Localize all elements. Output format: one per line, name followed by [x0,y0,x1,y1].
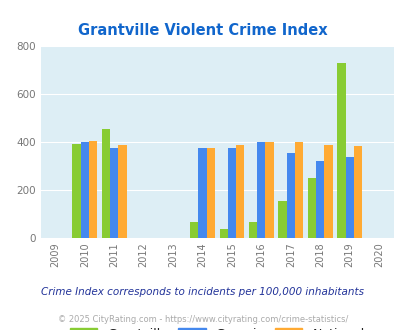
Bar [345,157,353,238]
Text: Crime Index corresponds to incidents per 100,000 inhabitants: Crime Index corresponds to incidents per… [41,287,364,297]
Legend: Grantville, Georgia, National: Grantville, Georgia, National [66,324,368,330]
Bar [219,229,227,238]
Bar [110,148,118,238]
Bar [206,148,214,238]
Text: © 2025 CityRating.com - https://www.cityrating.com/crime-statistics/: © 2025 CityRating.com - https://www.city… [58,315,347,324]
Bar [248,222,257,238]
Bar [102,129,110,238]
Bar [235,146,244,238]
Bar [190,222,198,238]
Bar [337,63,345,238]
Bar [286,153,294,238]
Bar [278,201,286,238]
Bar [265,142,273,238]
Bar [324,146,332,238]
Bar [72,144,81,238]
Bar [257,142,265,238]
Bar [81,142,89,238]
Bar [353,146,361,238]
Bar [307,178,315,238]
Bar [294,142,303,238]
Bar [89,141,97,238]
Text: Grantville Violent Crime Index: Grantville Violent Crime Index [78,23,327,38]
Bar [198,148,206,238]
Bar [118,145,126,238]
Bar [227,148,235,238]
Bar [315,161,324,238]
